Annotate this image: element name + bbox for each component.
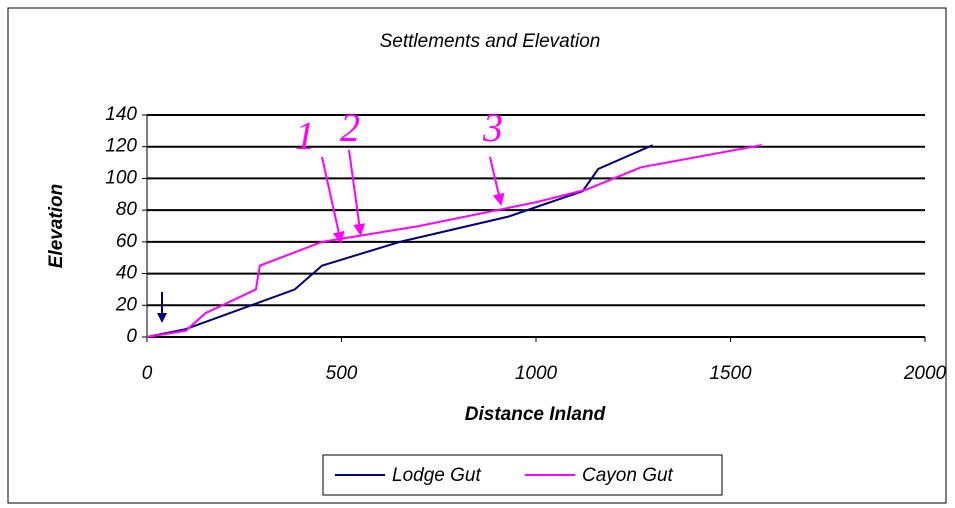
x-tick-label: 0	[142, 363, 153, 384]
y-tick-label: 0	[126, 326, 137, 347]
y-tick-label: 120	[105, 136, 137, 157]
y-tick-label: 140	[105, 104, 137, 125]
y-tick-label: 60	[116, 231, 138, 252]
y-tick-label: 100	[105, 167, 137, 188]
x-tick-label: 1000	[515, 363, 558, 384]
annotation: 2	[340, 105, 360, 150]
legend-box	[322, 454, 723, 496]
annotation-arrow	[348, 149, 366, 236]
legend-label: Cayon Gut	[582, 465, 674, 486]
y-tick-label: 40	[116, 263, 138, 284]
y-tick-label: 80	[116, 199, 138, 220]
chart-title: Settlements and Elevation	[380, 31, 601, 52]
annotation-arrow	[321, 156, 345, 244]
annotation-arrow	[489, 156, 505, 206]
annotation: 3	[482, 105, 503, 150]
x-tick-label: 500	[326, 363, 358, 384]
x-axis-label: Distance Inland	[465, 404, 606, 425]
legend-label: Lodge Gut	[392, 465, 481, 486]
x-tick-label: 1500	[709, 363, 752, 384]
x-tick-label: 2000	[903, 363, 947, 384]
series-line	[146, 144, 654, 338]
annotation: 1	[295, 113, 315, 158]
y-axis-label: Elevation	[46, 184, 67, 268]
series-line	[146, 144, 762, 338]
y-tick-label: 20	[115, 294, 138, 315]
chart-border	[7, 7, 947, 504]
